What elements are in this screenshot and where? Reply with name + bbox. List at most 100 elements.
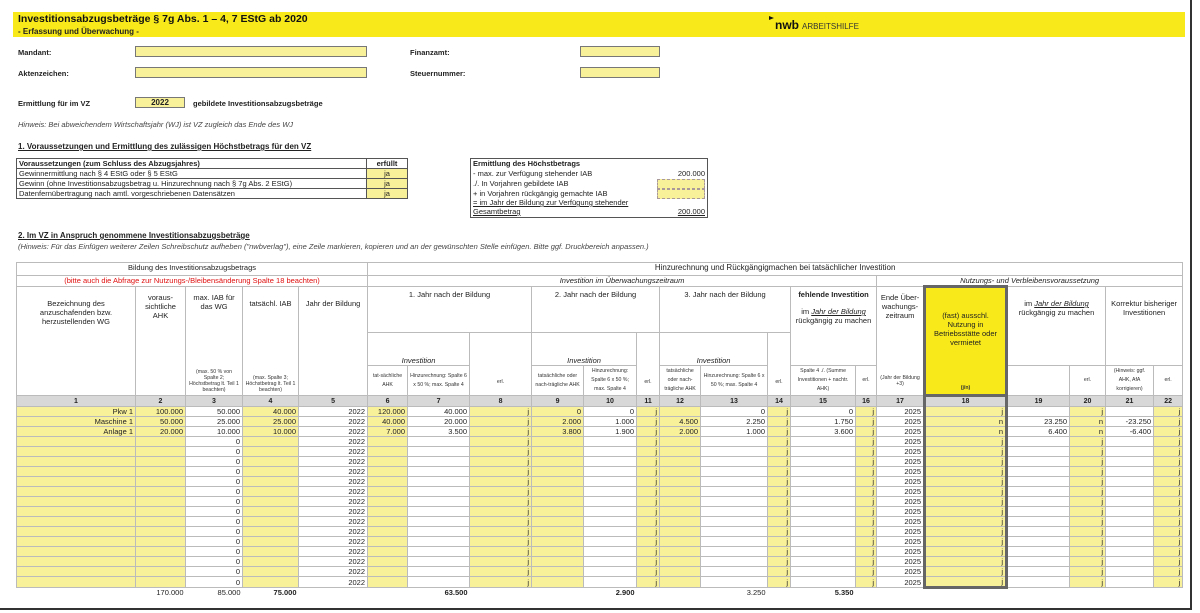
cell-col-6[interactable] bbox=[367, 506, 409, 517]
cell-col-14[interactable]: j bbox=[767, 486, 792, 497]
cell-col-14[interactable]: j bbox=[767, 546, 792, 557]
cell-col-18[interactable]: j bbox=[923, 576, 1009, 589]
cell-col-18[interactable]: j bbox=[923, 446, 1009, 457]
cell-col-18[interactable]: j bbox=[923, 526, 1009, 537]
cell-col-16[interactable]: j bbox=[855, 516, 878, 527]
cell-col-18[interactable]: j bbox=[923, 436, 1009, 447]
cell-col-2[interactable] bbox=[135, 576, 186, 588]
cell-col-4[interactable] bbox=[242, 566, 299, 577]
cell-col-8[interactable]: j bbox=[469, 466, 533, 477]
cell-col-11[interactable]: j bbox=[636, 536, 661, 547]
cell-col-20[interactable]: j bbox=[1069, 546, 1107, 557]
cell-col-18[interactable]: j bbox=[923, 406, 1009, 417]
prereq-value[interactable]: ja bbox=[366, 178, 408, 189]
cell-col-2[interactable]: 100.000 bbox=[135, 406, 186, 417]
cell-col-8[interactable]: j bbox=[469, 426, 533, 437]
cell-col-4[interactable] bbox=[242, 446, 299, 457]
cell-col-22[interactable]: j bbox=[1153, 506, 1184, 517]
cell-col-20[interactable]: j bbox=[1069, 576, 1107, 588]
cell-col-6[interactable] bbox=[367, 456, 409, 467]
cell-col-6[interactable] bbox=[367, 446, 409, 457]
cell-col-1[interactable]: Anlage 1 bbox=[16, 426, 136, 437]
cell-col-2[interactable] bbox=[135, 436, 186, 447]
cell-col-1[interactable] bbox=[16, 446, 136, 457]
cell-col-2[interactable] bbox=[135, 446, 186, 457]
cell-col-4[interactable] bbox=[242, 556, 299, 567]
cell-col-4[interactable] bbox=[242, 436, 299, 447]
cell-col-6[interactable] bbox=[367, 436, 409, 447]
cell-col-12[interactable] bbox=[659, 526, 702, 537]
prereq-value[interactable]: ja bbox=[366, 188, 408, 199]
cell-col-16[interactable]: j bbox=[855, 566, 878, 577]
cell-col-1[interactable]: Maschine 1 bbox=[16, 416, 136, 427]
cell-col-9[interactable] bbox=[531, 436, 585, 447]
cell-col-18[interactable]: j bbox=[923, 456, 1009, 467]
cell-col-22[interactable]: j bbox=[1153, 416, 1184, 427]
cell-col-20[interactable]: n bbox=[1069, 416, 1107, 427]
cell-col-22[interactable]: j bbox=[1153, 486, 1184, 497]
cell-col-4[interactable] bbox=[242, 526, 299, 537]
cell-col-20[interactable]: j bbox=[1069, 476, 1107, 487]
cell-col-11[interactable]: j bbox=[636, 516, 661, 527]
cell-col-18[interactable]: j bbox=[923, 566, 1009, 577]
cell-col-14[interactable]: j bbox=[767, 476, 792, 487]
cell-col-11[interactable]: j bbox=[636, 446, 661, 457]
cell-col-16[interactable]: j bbox=[855, 456, 878, 467]
cell-col-12[interactable] bbox=[659, 456, 702, 467]
cell-col-2[interactable] bbox=[135, 496, 186, 507]
cell-col-14[interactable]: j bbox=[767, 426, 792, 437]
cell-col-6[interactable] bbox=[367, 566, 409, 577]
cell-col-14[interactable]: j bbox=[767, 576, 792, 588]
cell-col-4[interactable] bbox=[242, 466, 299, 477]
cell-col-4[interactable] bbox=[242, 496, 299, 507]
cell-col-20[interactable]: j bbox=[1069, 506, 1107, 517]
cell-col-9[interactable]: 3.800 bbox=[531, 426, 585, 437]
rueckgaengig-iab-field[interactable] bbox=[657, 189, 705, 199]
cell-col-20[interactable]: j bbox=[1069, 486, 1107, 497]
cell-col-14[interactable]: j bbox=[767, 526, 792, 537]
cell-col-20[interactable]: j bbox=[1069, 496, 1107, 507]
cell-col-16[interactable]: j bbox=[855, 576, 878, 588]
cell-col-20[interactable]: j bbox=[1069, 436, 1107, 447]
cell-col-8[interactable]: j bbox=[469, 526, 533, 537]
cell-col-6[interactable] bbox=[367, 486, 409, 497]
cell-col-12[interactable] bbox=[659, 546, 702, 557]
cell-col-9[interactable] bbox=[531, 566, 585, 577]
cell-col-4[interactable]: 10.000 bbox=[242, 426, 299, 437]
cell-col-22[interactable]: j bbox=[1153, 476, 1184, 487]
cell-col-4[interactable] bbox=[242, 486, 299, 497]
cell-col-20[interactable]: j bbox=[1069, 516, 1107, 527]
cell-col-8[interactable]: j bbox=[469, 546, 533, 557]
cell-col-22[interactable]: j bbox=[1153, 456, 1184, 467]
cell-col-6[interactable] bbox=[367, 466, 409, 477]
cell-col-6[interactable] bbox=[367, 536, 409, 547]
cell-col-6[interactable]: 120.000 bbox=[367, 406, 409, 417]
cell-col-16[interactable]: j bbox=[855, 446, 878, 457]
cell-col-18[interactable]: j bbox=[923, 486, 1009, 497]
cell-col-12[interactable] bbox=[659, 506, 702, 517]
cell-col-4[interactable]: 25.000 bbox=[242, 416, 299, 427]
cell-col-20[interactable]: j bbox=[1069, 536, 1107, 547]
cell-col-18[interactable]: n bbox=[923, 426, 1009, 437]
cell-col-8[interactable]: j bbox=[469, 406, 533, 417]
cell-col-22[interactable]: j bbox=[1153, 466, 1184, 477]
cell-col-9[interactable] bbox=[531, 516, 585, 527]
cell-col-2[interactable] bbox=[135, 456, 186, 467]
cell-col-2[interactable] bbox=[135, 476, 186, 487]
cell-col-1[interactable] bbox=[16, 486, 136, 497]
cell-col-6[interactable] bbox=[367, 546, 409, 557]
vz-field[interactable]: 2022 bbox=[135, 97, 185, 108]
cell-col-6[interactable]: 7.000 bbox=[367, 426, 409, 437]
cell-col-12[interactable] bbox=[659, 486, 702, 497]
cell-col-22[interactable]: j bbox=[1153, 446, 1184, 457]
cell-col-1[interactable] bbox=[16, 536, 136, 547]
cell-col-2[interactable] bbox=[135, 466, 186, 477]
cell-col-14[interactable]: j bbox=[767, 536, 792, 547]
cell-col-9[interactable] bbox=[531, 456, 585, 467]
cell-col-9[interactable] bbox=[531, 546, 585, 557]
cell-col-12[interactable] bbox=[659, 556, 702, 567]
cell-col-2[interactable] bbox=[135, 506, 186, 517]
vorjahre-iab-field[interactable] bbox=[657, 179, 705, 189]
cell-col-4[interactable] bbox=[242, 516, 299, 527]
cell-col-9[interactable] bbox=[531, 496, 585, 507]
